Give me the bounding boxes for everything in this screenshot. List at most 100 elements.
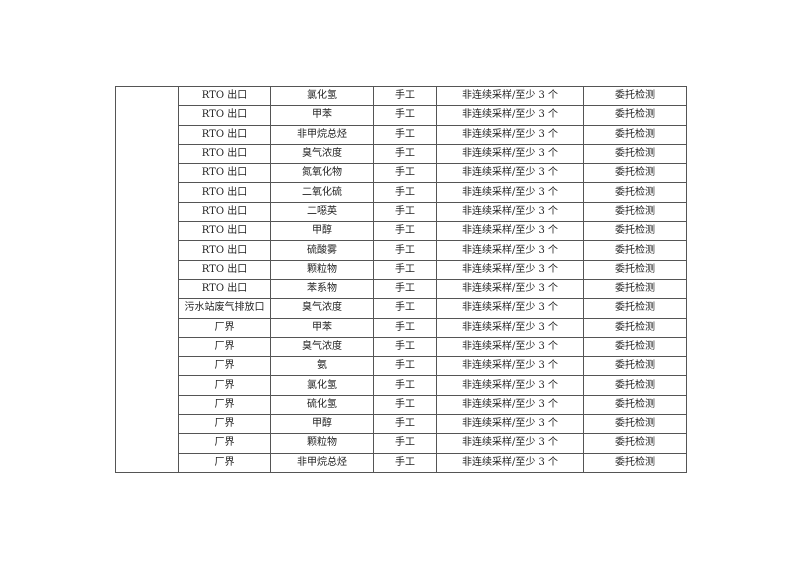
monitoring-point-cell: 厂界 [178, 317, 271, 338]
table-row: 污水站废气排放口 臭气浓度 手工 非连续采样/至少 3 个委托检测 [116, 298, 687, 319]
monitoring-mode-cell: 委托检测 [583, 201, 687, 223]
monitoring-method-cell: 手工 [373, 394, 437, 416]
monitoring-method-cell: 手工 [373, 85, 437, 107]
monitoring-method-cell: 手工 [373, 278, 437, 300]
monitoring-item-cell: 臭气浓度 [270, 298, 374, 319]
monitoring-point-cell: RTO 出口 [178, 259, 271, 280]
sampling-frequency-cell: 非连续采样/至少 3 个 [436, 336, 584, 358]
monitoring-method-cell: 手工 [373, 375, 437, 396]
monitoring-item-cell: 硫化氢 [270, 394, 374, 416]
monitoring-method-cell: 手工 [373, 182, 437, 203]
sampling-frequency-cell: 非连续采样/至少 3 个 [436, 278, 584, 300]
sampling-frequency-cell: 非连续采样/至少 3 个 [436, 105, 584, 126]
sampling-frequency-cell: 非连续采样/至少 3 个 [436, 201, 584, 223]
table-row: RTO 出口 硫酸雾 手工 非连续采样/至少 3 个委托检测 [116, 240, 687, 261]
monitoring-point-cell: 厂界 [178, 394, 271, 416]
sampling-frequency-cell: 非连续采样/至少 3 个 [436, 182, 584, 203]
monitoring-item-cell: 臭气浓度 [270, 143, 374, 165]
monitoring-item-cell: 甲苯 [270, 317, 374, 338]
monitoring-mode-cell: 委托检测 [583, 124, 687, 145]
monitoring-item-cell: 甲苯 [270, 105, 374, 126]
monitoring-point-cell: RTO 出口 [178, 278, 271, 300]
monitoring-table: RTO 出口 氯化氢 手工 非连续采样/至少 3 个委托检测 RTO 出口 甲苯 手工 非连续… [115, 85, 687, 473]
table-row: RTO 出口 氮氧化物 手工 非连续采样/至少 3 个委托检测 [116, 163, 687, 184]
monitoring-item-cell: 氨 [270, 356, 374, 377]
table-row: RTO 出口 二氧化硫 手工 非连续采样/至少 3 个委托检测 [116, 182, 687, 203]
monitoring-mode-cell: 委托检测 [583, 182, 687, 203]
monitoring-item-cell: 臭气浓度 [270, 336, 374, 358]
monitoring-item-cell: 颗粒物 [270, 259, 374, 280]
monitoring-mode-cell: 委托检测 [583, 143, 687, 165]
monitoring-item-cell: 非甲烷总烃 [270, 124, 374, 145]
table-row: 厂界氨手工 非连续采样/至少 3 个委托检测 [116, 356, 687, 377]
monitoring-method-cell: 手工 [373, 124, 437, 145]
monitoring-point-cell: RTO 出口 [178, 143, 271, 165]
table-row: 厂界 臭气浓度 手工 非连续采样/至少 3 个委托检测 [116, 336, 687, 358]
sampling-frequency-cell: 非连续采样/至少 3 个 [436, 163, 584, 184]
table-row: 厂界 甲醇 手工 非连续采样/至少 3 个委托检测 [116, 414, 687, 435]
monitoring-point-cell: 厂界 [178, 375, 271, 396]
monitoring-point-cell: 厂界 [178, 414, 271, 435]
monitoring-mode-cell: 委托检测 [583, 336, 687, 358]
monitoring-point-cell: RTO 出口 [178, 124, 271, 145]
monitoring-item-cell: 氯化氢 [270, 85, 374, 107]
monitoring-method-cell: 手工 [373, 143, 437, 165]
monitoring-mode-cell: 委托检测 [583, 356, 687, 377]
sampling-frequency-cell: 非连续采样/至少 3 个 [436, 143, 584, 165]
table-row: 厂界 硫化氢 手工 非连续采样/至少 3 个委托检测 [116, 394, 687, 416]
monitoring-point-cell: 厂界 [178, 452, 271, 473]
table-row: RTO 出口 颗粒物 手工 非连续采样/至少 3 个委托检测 [116, 259, 687, 280]
table-row: RTO 出口 甲醇 手工 非连续采样/至少 3 个委托检测 [116, 221, 687, 242]
table-row: RTO 出口 甲苯 手工 非连续采样/至少 3 个委托检测 [116, 105, 687, 126]
monitoring-item-cell: 颗粒物 [270, 433, 374, 454]
monitoring-mode-cell: 委托检测 [583, 278, 687, 300]
monitoring-mode-cell: 委托检测 [583, 375, 687, 396]
table-row: RTO 出口 非甲烷总烃 手工 非连续采样/至少 3 个委托检测 [116, 124, 687, 145]
sampling-frequency-cell: 非连续采样/至少 3 个 [436, 124, 584, 145]
monitoring-mode-cell: 委托检测 [583, 163, 687, 184]
monitoring-mode-cell: 委托检测 [583, 394, 687, 416]
monitoring-point-cell: 厂界 [178, 356, 271, 377]
sampling-frequency-cell: 非连续采样/至少 3 个 [436, 240, 584, 261]
monitoring-method-cell: 手工 [373, 414, 437, 435]
monitoring-method-cell: 手工 [373, 433, 437, 454]
monitoring-method-cell: 手工 [373, 298, 437, 319]
table-row: RTO 出口 苯系物 手工 非连续采样/至少 3 个委托检测 [116, 278, 687, 300]
table-row: 厂界 氯化氢 手工 非连续采样/至少 3 个委托检测 [116, 375, 687, 396]
monitoring-mode-cell: 委托检测 [583, 85, 687, 107]
monitoring-point-cell: 厂界 [178, 336, 271, 358]
sampling-frequency-cell: 非连续采样/至少 3 个 [436, 394, 584, 416]
monitoring-item-cell: 二氧化硫 [270, 182, 374, 203]
monitoring-item-cell: 甲醇 [270, 414, 374, 435]
monitoring-point-cell: RTO 出口 [178, 221, 271, 242]
monitoring-point-cell: RTO 出口 [178, 201, 271, 223]
monitoring-point-cell: 污水站废气排放口 [178, 298, 271, 319]
sampling-frequency-cell: 非连续采样/至少 3 个 [436, 375, 584, 396]
monitoring-method-cell: 手工 [373, 201, 437, 223]
sampling-frequency-cell: 非连续采样/至少 3 个 [436, 85, 584, 107]
monitoring-point-cell: 厂界 [178, 433, 271, 454]
monitoring-point-cell: RTO 出口 [178, 85, 271, 107]
monitoring-mode-cell: 委托检测 [583, 259, 687, 280]
table-row: RTO 出口 氯化氢 手工 非连续采样/至少 3 个委托检测 [115, 85, 687, 473]
monitoring-point-cell: RTO 出口 [178, 240, 271, 261]
monitoring-method-cell: 手工 [373, 259, 437, 280]
monitoring-method-cell: 手工 [373, 317, 437, 338]
monitoring-item-cell: 硫酸雾 [270, 240, 374, 261]
sampling-frequency-cell: 非连续采样/至少 3 个 [436, 221, 584, 242]
sampling-frequency-cell: 非连续采样/至少 3 个 [436, 433, 584, 454]
monitoring-item-cell: 非甲烷总烃 [270, 452, 374, 473]
monitoring-point-cell: RTO 出口 [178, 105, 271, 126]
monitoring-item-cell: 氮氧化物 [270, 163, 374, 184]
monitoring-mode-cell: 委托检测 [583, 240, 687, 261]
monitoring-item-cell: 苯系物 [270, 278, 374, 300]
table-row: 厂界 非甲烷总烃 手工 非连续采样/至少 3 个委托检测 [116, 452, 687, 473]
monitoring-method-cell: 手工 [373, 105, 437, 126]
sampling-frequency-cell: 非连续采样/至少 3 个 [436, 317, 584, 338]
monitoring-point-cell: RTO 出口 [178, 182, 271, 203]
table-row: RTO 出口 臭气浓度 手工 非连续采样/至少 3 个委托检测 [116, 143, 687, 165]
monitoring-item-cell: 氯化氢 [270, 375, 374, 396]
merged-category-cell [115, 86, 179, 473]
monitoring-mode-cell: 委托检测 [583, 317, 687, 338]
sampling-frequency-cell: 非连续采样/至少 3 个 [436, 414, 584, 435]
